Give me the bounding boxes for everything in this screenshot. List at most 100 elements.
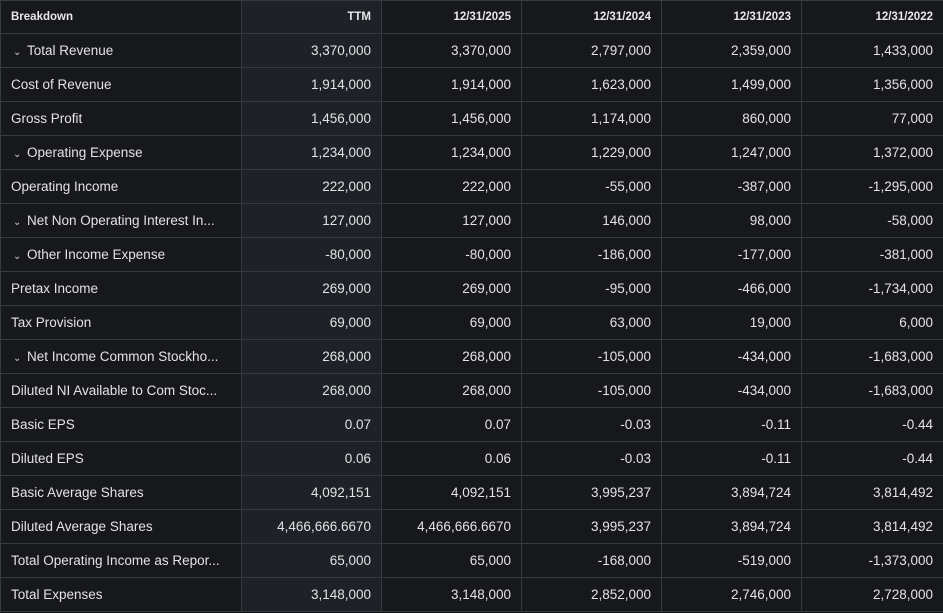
row-label-cell[interactable]: ⌄ Net Income Common Stockho... — [0, 339, 242, 374]
table-row: Pretax Income 269,000 269,000 -95,000 -466,0… — [0, 271, 943, 306]
value-cell: -1,683,000 — [801, 373, 943, 408]
row-label: Total Expenses — [11, 587, 103, 602]
row-label-cell: Diluted Average Shares — [0, 509, 242, 544]
value-cell: 65,000 — [381, 543, 522, 578]
value-cell: 269,000 — [241, 271, 382, 306]
value-cell: 1,234,000 — [241, 135, 382, 170]
row-label: Tax Provision — [11, 315, 92, 330]
chevron-down-icon[interactable]: ⌄ — [13, 47, 22, 58]
value-cell: 3,370,000 — [381, 33, 522, 68]
row-label: Diluted NI Available to Com Stoc... — [11, 383, 218, 398]
table-row: Cost of Revenue 1,914,000 1,914,000 1,623,0… — [0, 67, 943, 102]
value-cell: -58,000 — [801, 203, 943, 238]
row-label-cell: Operating Income — [0, 169, 242, 204]
table-body: ⌄ Total Revenue 3,370,000 3,370,000 2,797,00… — [0, 33, 943, 612]
row-label-cell: Cost of Revenue — [0, 67, 242, 102]
value-cell: 3,148,000 — [241, 577, 382, 612]
row-label-cell[interactable]: ⌄ Operating Expense — [0, 135, 242, 170]
value-cell: 268,000 — [241, 373, 382, 408]
value-cell: 77,000 — [801, 101, 943, 136]
value-cell: 1,356,000 — [801, 67, 943, 102]
row-label: Basic EPS — [11, 417, 75, 432]
value-cell: -0.44 — [801, 441, 943, 476]
value-cell: 127,000 — [381, 203, 522, 238]
value-cell: -168,000 — [521, 543, 662, 578]
value-cell: 19,000 — [661, 305, 802, 340]
table-row: Diluted Average Shares 4,466,666.6670 4,46… — [0, 509, 943, 544]
value-cell: -80,000 — [381, 237, 522, 272]
row-label-cell: Basic EPS — [0, 407, 242, 442]
value-cell: 3,894,724 — [661, 475, 802, 510]
value-cell: 268,000 — [241, 339, 382, 374]
chevron-down-icon[interactable]: ⌄ — [13, 149, 22, 160]
chevron-down-icon[interactable]: ⌄ — [13, 217, 22, 228]
value-cell: 3,995,237 — [521, 475, 662, 510]
row-label: Basic Average Shares — [11, 485, 144, 500]
value-cell: 1,623,000 — [521, 67, 662, 102]
value-cell: 69,000 — [241, 305, 382, 340]
value-cell: 1,456,000 — [381, 101, 522, 136]
row-label: Diluted EPS — [11, 451, 84, 466]
row-label-cell: Diluted NI Available to Com Stoc... — [0, 373, 242, 408]
row-label-cell: Basic Average Shares — [0, 475, 242, 510]
value-cell: 2,852,000 — [521, 577, 662, 612]
table-row: Diluted EPS 0.06 0.06 -0.03 -0.11 -0.44 — [0, 441, 943, 476]
value-cell: 268,000 — [381, 373, 522, 408]
value-cell: 1,499,000 — [661, 67, 802, 102]
value-cell: -80,000 — [241, 237, 382, 272]
column-header-ttm[interactable]: TTM — [241, 0, 382, 34]
row-label-cell[interactable]: ⌄ Total Revenue — [0, 33, 242, 68]
value-cell: 4,092,151 — [381, 475, 522, 510]
value-cell: -1,295,000 — [801, 169, 943, 204]
value-cell: 860,000 — [661, 101, 802, 136]
value-cell: 3,814,492 — [801, 475, 943, 510]
value-cell: 3,370,000 — [241, 33, 382, 68]
value-cell: -381,000 — [801, 237, 943, 272]
value-cell: 69,000 — [381, 305, 522, 340]
value-cell: -186,000 — [521, 237, 662, 272]
table-row[interactable]: ⌄ Net Non Operating Interest In... 127,000… — [0, 203, 943, 238]
row-label: Pretax Income — [11, 281, 99, 296]
value-cell: -466,000 — [661, 271, 802, 306]
value-cell: -1,683,000 — [801, 339, 943, 374]
value-cell: 4,466,666.6670 — [241, 509, 382, 544]
chevron-down-icon[interactable]: ⌄ — [13, 353, 22, 364]
row-label: Operating Expense — [27, 145, 143, 160]
value-cell: 222,000 — [241, 169, 382, 204]
value-cell: 63,000 — [521, 305, 662, 340]
table-row: Total Operating Income as Repor... 65,000… — [0, 543, 943, 578]
value-cell: 65,000 — [241, 543, 382, 578]
value-cell: 1,234,000 — [381, 135, 522, 170]
value-cell: 1,174,000 — [521, 101, 662, 136]
value-cell: 1,372,000 — [801, 135, 943, 170]
row-label-cell: Pretax Income — [0, 271, 242, 306]
value-cell: 3,894,724 — [661, 509, 802, 544]
table-row: Gross Profit 1,456,000 1,456,000 1,174,000 8… — [0, 101, 943, 136]
column-header-12-31-2022[interactable]: 12/31/2022 — [801, 0, 943, 34]
column-header-breakdown: Breakdown — [0, 0, 242, 34]
value-cell: -387,000 — [661, 169, 802, 204]
value-cell: -0.11 — [661, 441, 802, 476]
row-label: Net Non Operating Interest In... — [27, 213, 215, 228]
table-row[interactable]: ⌄ Total Revenue 3,370,000 3,370,000 2,797,00… — [0, 33, 943, 68]
value-cell: -105,000 — [521, 373, 662, 408]
table-row[interactable]: ⌄ Other Income Expense -80,000 -80,000 -186,… — [0, 237, 943, 272]
value-cell: 0.06 — [241, 441, 382, 476]
table-row[interactable]: ⌄ Net Income Common Stockho... 268,000 268,… — [0, 339, 943, 374]
row-label-cell: Tax Provision — [0, 305, 242, 340]
column-header-12-31-2025[interactable]: 12/31/2025 — [381, 0, 522, 34]
value-cell: -0.11 — [661, 407, 802, 442]
value-cell: -519,000 — [661, 543, 802, 578]
column-header-12-31-2023[interactable]: 12/31/2023 — [661, 0, 802, 34]
row-label-cell: Gross Profit — [0, 101, 242, 136]
table-row: Tax Provision 69,000 69,000 63,000 19,000 6,0… — [0, 305, 943, 340]
row-label-cell[interactable]: ⌄ Net Non Operating Interest In... — [0, 203, 242, 238]
value-cell: 146,000 — [521, 203, 662, 238]
value-cell: 268,000 — [381, 339, 522, 374]
value-cell: 1,914,000 — [241, 67, 382, 102]
chevron-down-icon[interactable]: ⌄ — [13, 251, 22, 262]
table-header: Breakdown TTM 12/31/2025 12/31/2024 12/31/20… — [0, 0, 943, 34]
table-row[interactable]: ⌄ Operating Expense 1,234,000 1,234,000 1,22… — [0, 135, 943, 170]
row-label-cell[interactable]: ⌄ Other Income Expense — [0, 237, 242, 272]
column-header-12-31-2024[interactable]: 12/31/2024 — [521, 0, 662, 34]
